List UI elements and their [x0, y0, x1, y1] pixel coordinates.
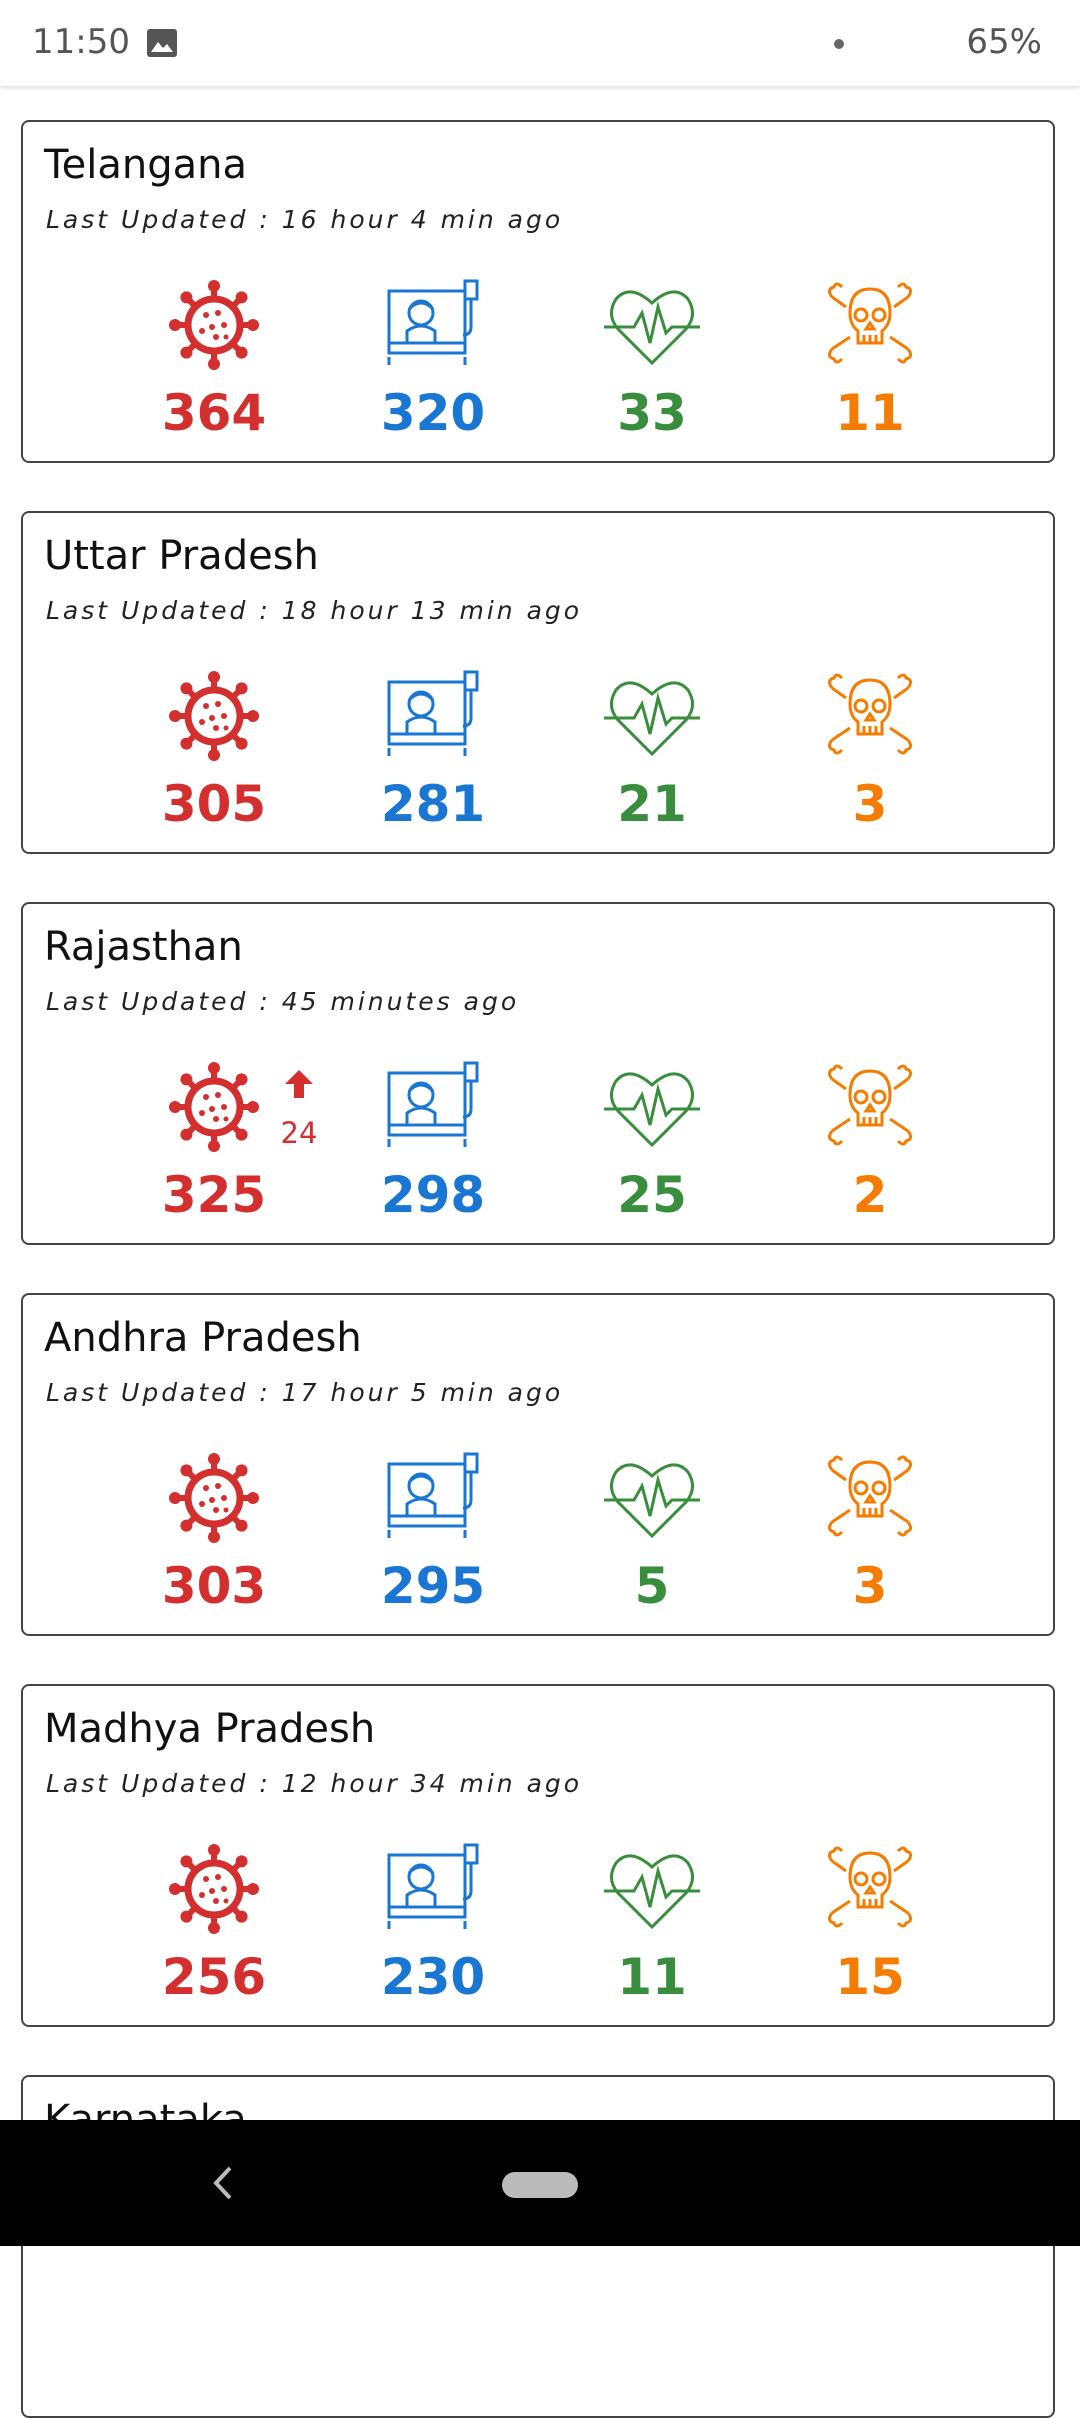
active-count: 230: [380, 1948, 486, 2006]
virus-icon: [166, 1059, 262, 1155]
state-card[interactable]: Uttar Pradesh Last Updated : 18 hour 13 m…: [21, 511, 1055, 854]
heart-icon: [604, 1841, 700, 1937]
recovered-count: 11: [617, 1948, 687, 2006]
virus-icon: [166, 1841, 262, 1937]
back-button[interactable]: [208, 2164, 236, 2202]
virus-icon: [166, 277, 262, 373]
skull-icon: [822, 1841, 918, 1937]
active-count: 295: [380, 1557, 486, 1615]
state-name: Andhra Pradesh: [44, 1315, 362, 1361]
recovered-count: 25: [617, 1166, 687, 1224]
recovered-count: 5: [634, 1557, 670, 1615]
battery: 65%: [966, 22, 1042, 62]
active-count: 298: [380, 1166, 486, 1224]
heart-icon: [604, 668, 700, 764]
state-list: Telangana Last Updated : 16 hour 4 min ag…: [21, 120, 1055, 2418]
bed-icon: [385, 277, 481, 373]
state-name: Uttar Pradesh: [44, 533, 319, 579]
skull-icon: [822, 277, 918, 373]
last-updated: Last Updated : 18 hour 13 min ago: [46, 596, 583, 625]
image-icon: [147, 29, 177, 57]
deaths-count: 3: [852, 1557, 888, 1615]
confirmed-count: 305: [161, 775, 267, 833]
state-card[interactable]: Andhra Pradesh Last Updated : 17 hour 5 m…: [21, 1293, 1055, 1636]
last-updated: Last Updated : 17 hour 5 min ago: [46, 1378, 564, 1407]
state-card[interactable]: Madhya Pradesh Last Updated : 12 hour 34 …: [21, 1684, 1055, 2027]
virus-icon: [166, 668, 262, 764]
delta-arrow: [283, 1068, 315, 1100]
heart-icon: [604, 1059, 700, 1155]
home-button[interactable]: [502, 2172, 578, 2198]
skull-icon: [822, 668, 918, 764]
bed-icon: [385, 1059, 481, 1155]
status-bar: 11:50 65%: [0, 0, 1080, 86]
confirmed-count: 303: [161, 1557, 267, 1615]
bed-icon: [385, 1450, 481, 1546]
last-updated: Last Updated : 16 hour 4 min ago: [46, 205, 564, 234]
notification-dot: [834, 39, 844, 49]
last-updated: Last Updated : 12 hour 34 min ago: [46, 1769, 583, 1798]
confirmed-count: 364: [161, 384, 267, 442]
confirmed-delta: 24: [280, 1116, 318, 1150]
skull-icon: [822, 1450, 918, 1546]
skull-icon: [822, 1059, 918, 1155]
deaths-count: 11: [835, 384, 905, 442]
recovered-count: 21: [617, 775, 687, 833]
state-card[interactable]: Telangana Last Updated : 16 hour 4 min ag…: [21, 120, 1055, 463]
deaths-count: 2: [852, 1166, 888, 1224]
state-name: Rajasthan: [44, 924, 243, 970]
clock: 11:50: [32, 22, 130, 62]
recovered-count: 33: [617, 384, 687, 442]
state-card[interactable]: Rajasthan Last Updated : 45 minutes ago 32…: [21, 902, 1055, 1245]
active-count: 281: [380, 775, 486, 833]
active-count: 320: [380, 384, 486, 442]
heart-icon: [604, 277, 700, 373]
nav-bar: [0, 2120, 1080, 2246]
state-name: Telangana: [44, 142, 247, 188]
deaths-count: 3: [852, 775, 888, 833]
heart-icon: [604, 1450, 700, 1546]
bed-icon: [385, 1841, 481, 1937]
virus-icon: [166, 1450, 262, 1546]
state-name: Madhya Pradesh: [44, 1706, 376, 1752]
confirmed-count: 256: [161, 1948, 267, 2006]
bed-icon: [385, 668, 481, 764]
last-updated: Last Updated : 45 minutes ago: [46, 987, 520, 1016]
deaths-count: 15: [835, 1948, 905, 2006]
confirmed-count: 325: [161, 1166, 267, 1224]
